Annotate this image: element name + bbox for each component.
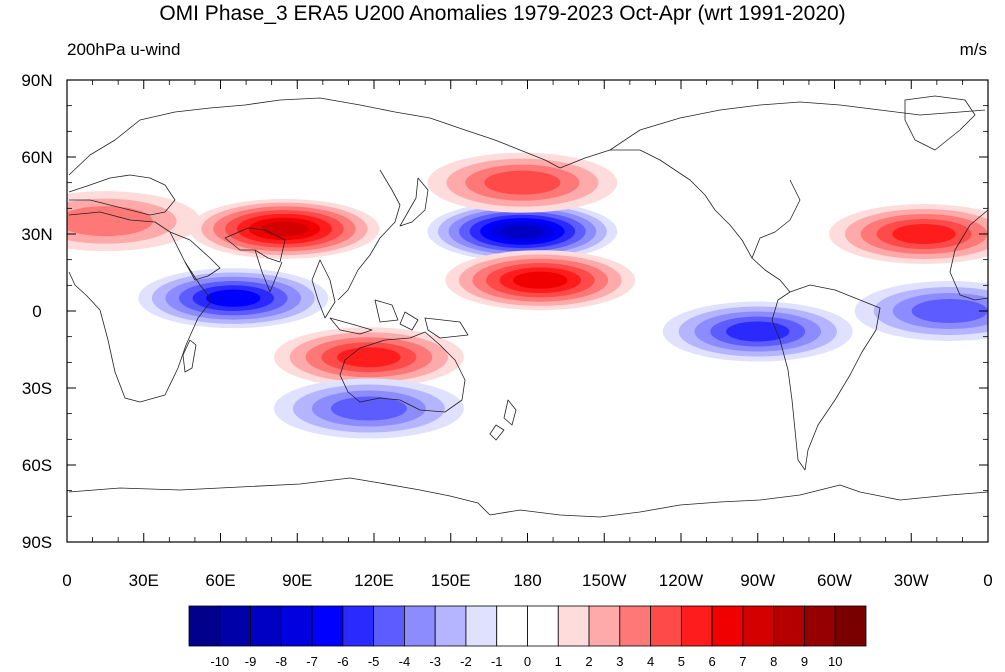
colorbar-swatch bbox=[804, 605, 836, 647]
lat-tick-label: 30S bbox=[22, 379, 52, 398]
colorbar-label: 5 bbox=[678, 654, 685, 669]
colorbar-swatch bbox=[250, 605, 282, 647]
map-frame: 90N 60N 30N 0 30S 60S 90S 0 30E 60E 90E 120E 150E 180… bbox=[21, 71, 992, 590]
colorbar-label: -4 bbox=[399, 654, 411, 669]
lon-tick-label: 90E bbox=[282, 571, 312, 590]
colorbar-label: -6 bbox=[337, 654, 349, 669]
colorbar-swatch bbox=[711, 605, 744, 647]
colorbar-swatch bbox=[742, 605, 775, 647]
lat-tick-label: 60N bbox=[21, 148, 52, 167]
colorbar-label: -9 bbox=[245, 654, 257, 669]
anomaly-center-10 bbox=[67, 191, 201, 252]
coastlines bbox=[68, 95, 988, 518]
anomaly-center-1 bbox=[427, 201, 618, 262]
lon-tick-label: 60W bbox=[817, 571, 852, 590]
anomaly-center-9 bbox=[829, 204, 988, 264]
lon-tick-label: 60E bbox=[205, 571, 235, 590]
chart-title: OMI Phase_3 ERA5 U200 Anomalies 1979-202… bbox=[159, 2, 846, 25]
lon-tick-label: 180 bbox=[513, 571, 541, 590]
anomaly-center-5 bbox=[273, 327, 464, 388]
colorbar-swatch bbox=[527, 605, 559, 647]
colorbar-label: 6 bbox=[709, 654, 716, 669]
colorbar-label: -3 bbox=[429, 654, 441, 669]
colorbar-swatch bbox=[619, 605, 651, 647]
colorbar-label: 8 bbox=[770, 654, 777, 669]
colorbar-label: 2 bbox=[585, 654, 592, 669]
colorbar-label: 7 bbox=[739, 654, 746, 669]
colorbar-swatch bbox=[588, 605, 621, 647]
anomaly-center-8 bbox=[854, 281, 988, 341]
colorbar-label: 9 bbox=[801, 654, 808, 669]
lat-tick-label: 90N bbox=[21, 71, 52, 90]
colorbar-label: 4 bbox=[647, 654, 654, 669]
colorbar-swatch bbox=[465, 605, 498, 647]
anomaly-center-0 bbox=[189, 198, 380, 259]
lon-tick-label: 120W bbox=[659, 571, 703, 590]
colorbar-swatch bbox=[834, 605, 867, 647]
anomaly-center-7 bbox=[662, 301, 853, 362]
colorbar-swatch bbox=[280, 605, 313, 647]
colorbar-swatch bbox=[219, 605, 251, 647]
lon-tick-label: 30E bbox=[129, 571, 159, 590]
anomaly-center-4 bbox=[138, 268, 329, 329]
colorbar-swatch bbox=[650, 605, 682, 647]
anomaly-center-6 bbox=[273, 378, 464, 439]
colorbar-swatch bbox=[434, 605, 467, 647]
lon-tick-label: 0 bbox=[983, 571, 992, 590]
colorbar-swatch bbox=[773, 605, 805, 647]
variable-label: 200hPa u-wind bbox=[67, 40, 181, 59]
colorbar-swatch bbox=[404, 605, 436, 647]
lon-tick-label: 120E bbox=[354, 571, 394, 590]
lon-tick-label: 30W bbox=[894, 571, 929, 590]
colorbar: -10 -9 -8 -7 -6 -5 -4 -3 -2 -1 0 1 2 3 4 5 6 7 8 9 10 bbox=[188, 605, 867, 669]
colorbar-label: -10 bbox=[210, 654, 229, 669]
colorbar-label: -1 bbox=[491, 654, 503, 669]
lon-tick-label: 150E bbox=[431, 571, 471, 590]
colorbar-label: -5 bbox=[368, 654, 380, 669]
lon-tick-label: 90W bbox=[740, 571, 775, 590]
anomaly-center-3 bbox=[445, 250, 636, 311]
colorbar-label: 0 bbox=[524, 654, 531, 669]
colorbar-label: 1 bbox=[555, 654, 562, 669]
colorbar-swatch bbox=[557, 605, 590, 647]
lat-tick-label: 30N bbox=[21, 225, 52, 244]
lat-tick-label: 90S bbox=[22, 533, 52, 552]
units-label: m/s bbox=[959, 40, 987, 59]
anomaly-center-2 bbox=[427, 152, 618, 213]
colorbar-label: -7 bbox=[306, 654, 318, 669]
colorbar-swatch bbox=[496, 605, 528, 647]
colorbar-swatch bbox=[342, 605, 375, 647]
lat-tick-label: 0 bbox=[32, 302, 41, 321]
colorbar-swatch bbox=[373, 605, 405, 647]
colorbar-swatch bbox=[680, 605, 713, 647]
colorbar-label: 10 bbox=[828, 654, 842, 669]
colorbar-label: -8 bbox=[276, 654, 288, 669]
lon-tick-label: 0 bbox=[62, 571, 71, 590]
lat-tick-label: 60S bbox=[22, 456, 52, 475]
anomaly-field bbox=[67, 152, 988, 439]
colorbar-label: 3 bbox=[616, 654, 623, 669]
colorbar-swatch bbox=[311, 605, 344, 647]
lon-tick-label: 150W bbox=[582, 571, 626, 590]
colorbar-swatch bbox=[188, 605, 221, 647]
colorbar-label: -2 bbox=[460, 654, 472, 669]
